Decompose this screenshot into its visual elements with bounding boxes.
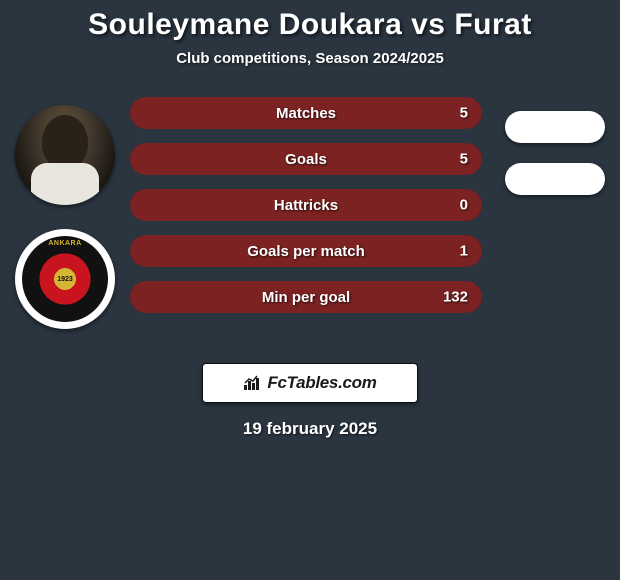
stat-bar: Hattricks0	[130, 189, 482, 221]
stat-bar-label: Min per goal	[130, 289, 482, 306]
stat-bar-value: 1	[460, 243, 468, 260]
subtitle: Club competitions, Season 2024/2025	[0, 50, 620, 67]
stat-bar: Goals5	[130, 143, 482, 175]
stat-bar-label: Matches	[130, 105, 482, 122]
stat-bar-label: Goals	[130, 151, 482, 168]
club-badge-inner: ANKARA 1923	[22, 236, 108, 322]
brand-box: FcTables.com	[202, 363, 418, 403]
date-label: 19 february 2025	[0, 419, 620, 439]
brand-label: FcTables.com	[267, 373, 376, 393]
player2-club-badge: ANKARA 1923	[15, 229, 115, 329]
stats-bars: Matches5Goals5Hattricks0Goals per match1…	[130, 97, 490, 327]
stat-bar: Min per goal132	[130, 281, 482, 313]
comparison-pill	[505, 111, 605, 143]
player1-avatar	[15, 105, 115, 205]
stat-bar-value: 5	[460, 105, 468, 122]
stat-bar: Matches5	[130, 97, 482, 129]
stat-bar-label: Goals per match	[130, 243, 482, 260]
stat-bar: Goals per match1	[130, 235, 482, 267]
stat-bar-label: Hattricks	[130, 197, 482, 214]
infographic-container: Souleymane Doukara vs Furat Club competi…	[0, 0, 620, 439]
pills-column	[490, 97, 620, 215]
chart-icon	[243, 375, 261, 391]
stat-bar-value: 5	[460, 151, 468, 168]
avatars-column: ANKARA 1923	[0, 97, 130, 353]
comparison-pill	[505, 163, 605, 195]
page-title: Souleymane Doukara vs Furat	[0, 8, 620, 42]
stat-bar-value: 0	[460, 197, 468, 214]
badge-year: 1923	[57, 276, 73, 283]
stat-bar-value: 132	[443, 289, 468, 306]
badge-top-text: ANKARA	[48, 240, 81, 247]
content-row: ANKARA 1923 Matches5Goals5Hattricks0Goal…	[0, 97, 620, 353]
